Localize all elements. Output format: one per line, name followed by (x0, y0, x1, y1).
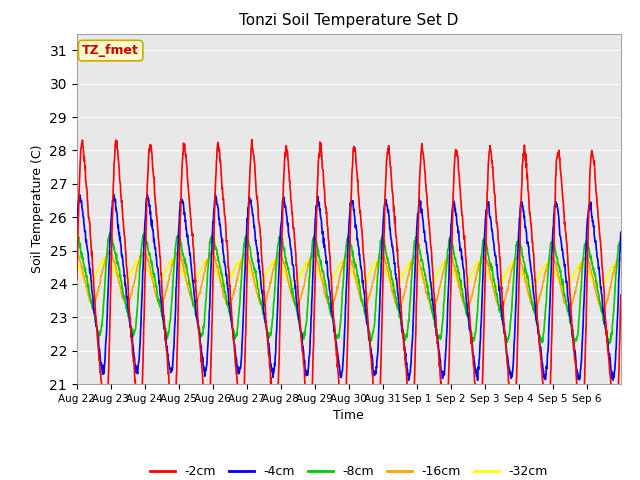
-16cm (324, 299, 332, 304)
Title: Tonzi Soil Temperature Set D: Tonzi Soil Temperature Set D (239, 13, 458, 28)
-4cm (404, 378, 412, 384)
-16cm (617, 257, 625, 263)
-32cm (557, 282, 565, 288)
-2cm (611, 425, 618, 431)
-32cm (73, 261, 81, 266)
Y-axis label: Soil Temperature (C): Soil Temperature (C) (31, 144, 44, 273)
-2cm (335, 378, 342, 384)
-4cm (477, 312, 485, 317)
-2cm (477, 401, 485, 407)
-16cm (104, 249, 112, 254)
-2cm (617, 292, 625, 298)
-4cm (617, 229, 625, 235)
-16cm (73, 249, 81, 254)
-16cm (477, 255, 485, 261)
-16cm (611, 264, 618, 270)
-8cm (158, 312, 166, 318)
X-axis label: Time: Time (333, 409, 364, 422)
-4cm (73, 226, 81, 231)
-2cm (248, 137, 256, 143)
-4cm (324, 276, 332, 282)
-4cm (611, 368, 618, 374)
-8cm (611, 298, 618, 303)
-2cm (441, 431, 449, 436)
-16cm (158, 301, 166, 307)
Line: -4cm: -4cm (77, 194, 621, 381)
Line: -32cm: -32cm (77, 258, 621, 288)
-8cm (324, 301, 332, 307)
-32cm (617, 267, 625, 273)
-16cm (564, 306, 572, 312)
-8cm (605, 341, 613, 347)
-8cm (73, 234, 81, 240)
-8cm (477, 254, 485, 260)
-8cm (557, 273, 564, 279)
-32cm (477, 260, 485, 266)
-2cm (73, 276, 81, 282)
Line: -8cm: -8cm (77, 232, 621, 344)
-2cm (324, 238, 332, 243)
-2cm (557, 175, 565, 180)
-32cm (102, 255, 109, 261)
-32cm (158, 276, 166, 281)
Legend: -2cm, -4cm, -8cm, -16cm, -32cm: -2cm, -4cm, -8cm, -16cm, -32cm (145, 460, 553, 480)
-4cm (143, 192, 151, 197)
-2cm (158, 285, 166, 290)
-16cm (335, 278, 342, 284)
Line: -16cm: -16cm (77, 252, 621, 309)
-32cm (335, 263, 342, 269)
-32cm (525, 286, 533, 291)
-4cm (335, 359, 342, 364)
-4cm (557, 239, 565, 244)
Line: -2cm: -2cm (77, 140, 621, 433)
-32cm (611, 262, 618, 267)
Text: TZ_fmet: TZ_fmet (82, 44, 139, 57)
-4cm (158, 308, 166, 313)
-8cm (106, 229, 114, 235)
-8cm (617, 237, 625, 243)
-16cm (557, 284, 564, 290)
-8cm (335, 335, 342, 340)
-32cm (324, 281, 332, 287)
